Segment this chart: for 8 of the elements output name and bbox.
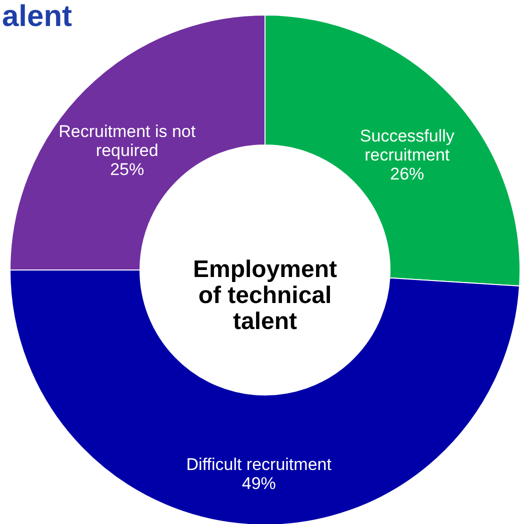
data-label: 26% — [390, 164, 424, 184]
text: Employment of technical talent — [192, 256, 338, 335]
slice-label: Recruitment is not required — [58, 122, 196, 160]
chart-title: alent — [2, 0, 72, 33]
slice-label: Successfully recruitment — [360, 126, 455, 165]
slice-label: Difficult recruitment — [186, 454, 332, 474]
data-label: 25% — [110, 160, 144, 180]
data-label: 49% — [242, 474, 276, 493]
